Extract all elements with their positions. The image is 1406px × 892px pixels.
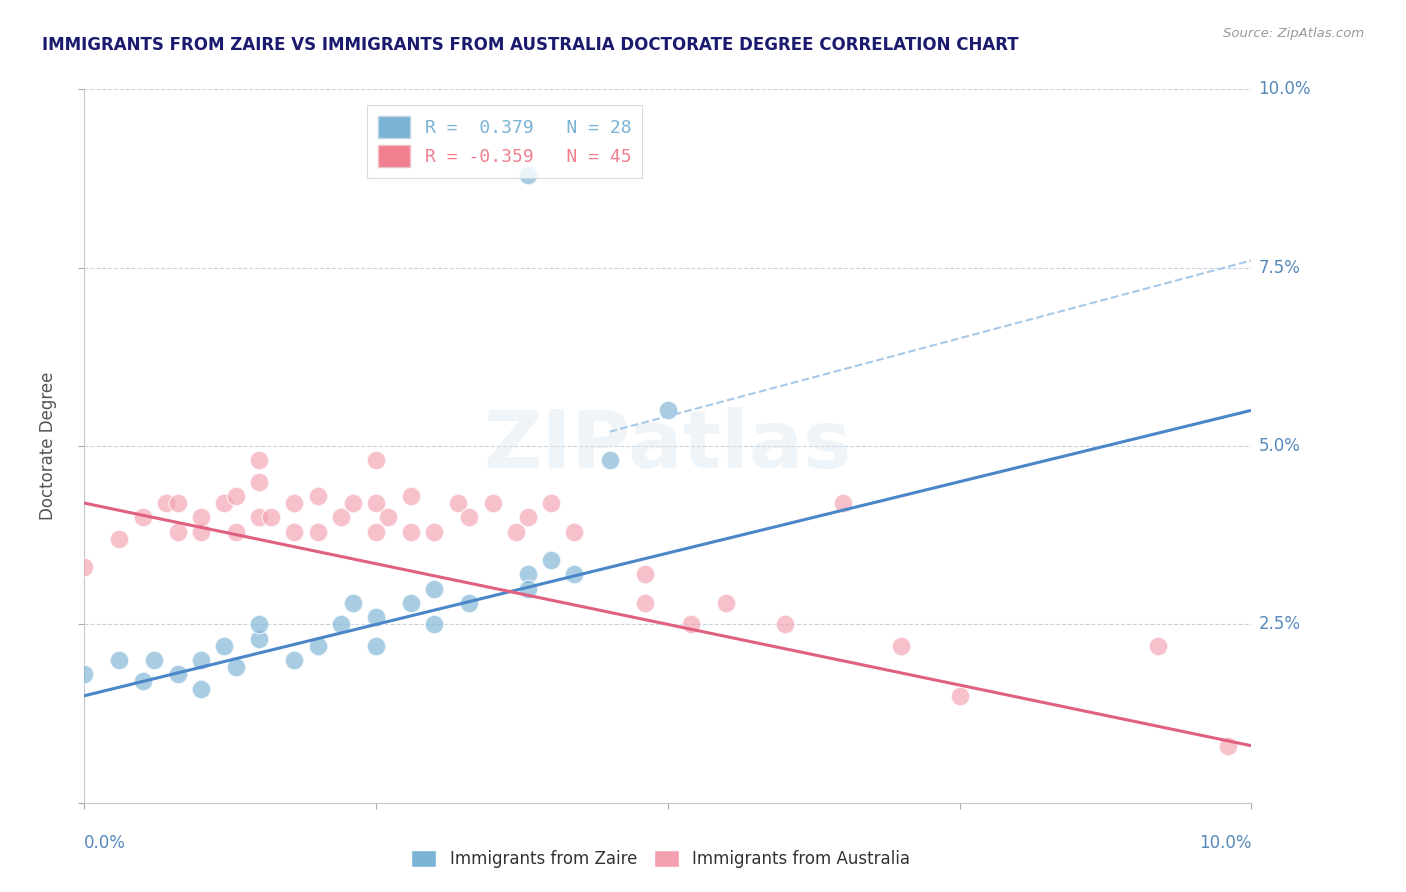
Point	[399, 596, 422, 610]
Point	[143, 653, 166, 667]
Point	[247, 453, 270, 467]
Point	[516, 567, 538, 582]
Point	[166, 496, 188, 510]
Point	[330, 510, 353, 524]
Point	[190, 653, 212, 667]
Point	[516, 510, 538, 524]
Point	[330, 617, 353, 632]
Point	[366, 639, 388, 653]
Point	[342, 596, 364, 610]
Point	[458, 510, 481, 524]
Point	[214, 496, 236, 510]
Point	[423, 582, 446, 596]
Point	[458, 596, 481, 610]
Point	[247, 617, 270, 632]
Point	[283, 653, 305, 667]
Point	[773, 617, 796, 632]
Point	[377, 510, 399, 524]
Point	[423, 617, 446, 632]
Text: IMMIGRANTS FROM ZAIRE VS IMMIGRANTS FROM AUSTRALIA DOCTORATE DEGREE CORRELATION : IMMIGRANTS FROM ZAIRE VS IMMIGRANTS FROM…	[42, 36, 1019, 54]
Point	[890, 639, 912, 653]
Point	[540, 496, 562, 510]
Point	[423, 524, 446, 539]
Legend: Immigrants from Zaire, Immigrants from Australia: Immigrants from Zaire, Immigrants from A…	[405, 843, 917, 875]
Point	[599, 453, 621, 467]
Point	[633, 596, 655, 610]
Point	[832, 496, 855, 510]
Point	[564, 567, 586, 582]
Point	[948, 689, 970, 703]
Text: 7.5%: 7.5%	[1258, 259, 1301, 277]
Point	[399, 489, 422, 503]
Point	[190, 524, 212, 539]
Text: 10.0%: 10.0%	[1258, 80, 1310, 98]
Point	[132, 510, 155, 524]
Point	[714, 596, 737, 610]
Point	[307, 524, 329, 539]
Point	[564, 524, 586, 539]
Point	[447, 496, 470, 510]
Point	[283, 496, 305, 510]
Point	[307, 489, 329, 503]
Legend: R =  0.379   N = 28, R = -0.359   N = 45: R = 0.379 N = 28, R = -0.359 N = 45	[367, 105, 643, 178]
Text: 2.5%: 2.5%	[1258, 615, 1301, 633]
Point	[214, 639, 236, 653]
Point	[190, 681, 212, 696]
Point	[247, 510, 270, 524]
Point	[681, 617, 703, 632]
Point	[399, 524, 422, 539]
Point	[516, 168, 538, 182]
Point	[225, 489, 247, 503]
Point	[190, 510, 212, 524]
Point	[73, 667, 96, 681]
Point	[633, 567, 655, 582]
Text: 10.0%: 10.0%	[1199, 834, 1251, 852]
Point	[366, 453, 388, 467]
Point	[155, 496, 177, 510]
Point	[366, 524, 388, 539]
Point	[505, 524, 527, 539]
Point	[166, 524, 188, 539]
Point	[481, 496, 505, 510]
Point	[247, 632, 270, 646]
Text: Source: ZipAtlas.com: Source: ZipAtlas.com	[1223, 27, 1364, 40]
Point	[366, 610, 388, 624]
Text: 5.0%: 5.0%	[1258, 437, 1301, 455]
Point	[108, 653, 131, 667]
Point	[342, 496, 364, 510]
Point	[225, 660, 247, 674]
Text: 0.0%: 0.0%	[84, 834, 127, 852]
Point	[283, 524, 305, 539]
Point	[247, 475, 270, 489]
Text: ZIPatlas: ZIPatlas	[484, 407, 852, 485]
Y-axis label: Doctorate Degree: Doctorate Degree	[39, 372, 58, 520]
Point	[516, 582, 538, 596]
Point	[225, 524, 247, 539]
Point	[657, 403, 679, 417]
Point	[260, 510, 283, 524]
Point	[73, 560, 96, 574]
Point	[132, 674, 155, 689]
Point	[166, 667, 188, 681]
Point	[1147, 639, 1170, 653]
Point	[108, 532, 131, 546]
Point	[540, 553, 562, 567]
Point	[307, 639, 329, 653]
Point	[366, 496, 388, 510]
Point	[1216, 739, 1239, 753]
